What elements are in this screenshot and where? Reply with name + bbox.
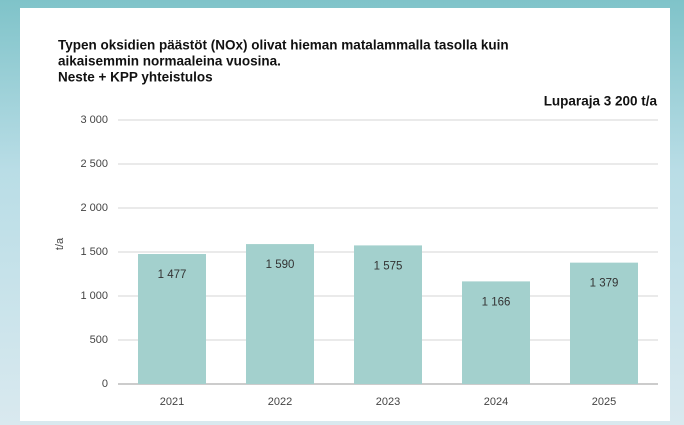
bar (138, 254, 206, 384)
y-axis-label: t/a (54, 237, 66, 250)
y-tick-label: 0 (102, 378, 108, 390)
bar (570, 262, 638, 384)
x-tick-label: 2025 (592, 396, 616, 408)
bar (462, 281, 530, 384)
annotation: Luparaja 3 200 t/a (544, 94, 658, 109)
chart-title: Typen oksidien päästöt (NOx) olivat hiem… (58, 38, 509, 53)
data-label: 1 477 (158, 269, 187, 281)
chart-panel (20, 8, 670, 421)
x-tick-label: 2024 (484, 396, 508, 408)
data-label: 1 575 (374, 260, 403, 272)
y-tick-label: 3 000 (80, 114, 108, 126)
y-tick-label: 1 500 (80, 246, 108, 258)
data-label: 1 166 (482, 296, 511, 308)
y-tick-label: 500 (90, 334, 108, 346)
bar (246, 244, 314, 384)
data-label: 1 379 (590, 278, 619, 290)
y-tick-label: 2 500 (80, 158, 108, 170)
y-tick-label: 2 000 (80, 202, 108, 214)
data-label: 1 590 (266, 259, 295, 271)
bar (354, 245, 422, 384)
x-tick-label: 2022 (268, 396, 292, 408)
y-tick-label: 1 000 (80, 290, 108, 302)
x-tick-label: 2023 (376, 396, 400, 408)
chart-subtitle: Neste + KPP yhteistulos (58, 70, 213, 85)
x-tick-label: 2021 (160, 396, 184, 408)
chart-title: aikaisemmin normaaleina vuosina. (58, 54, 281, 69)
